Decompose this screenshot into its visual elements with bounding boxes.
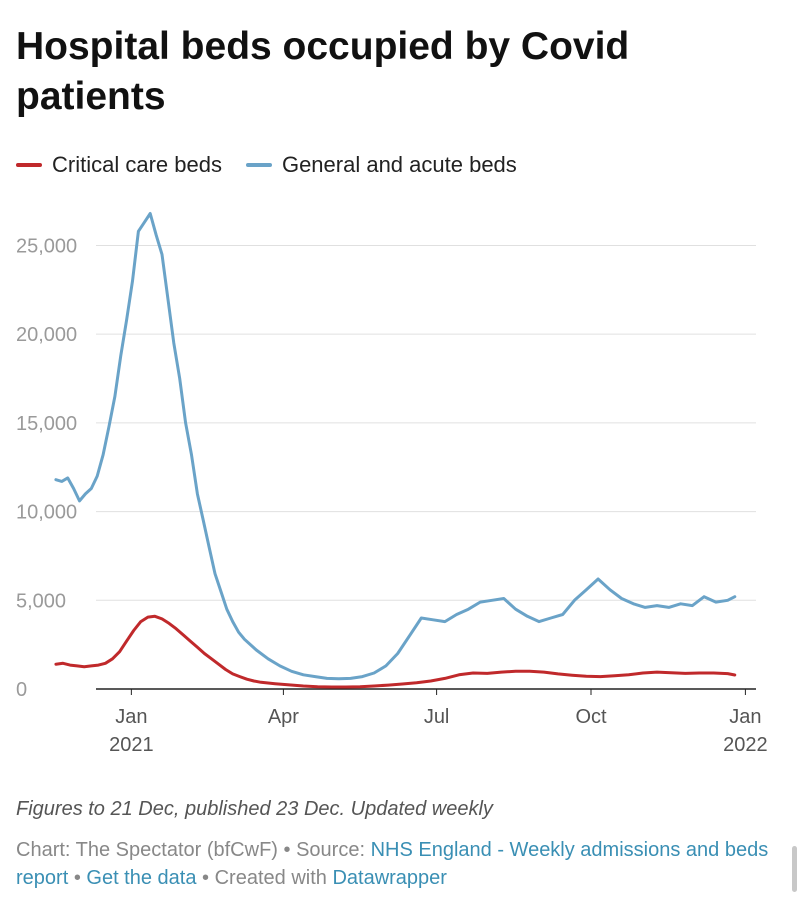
- x-tick-label: Jan: [115, 706, 147, 728]
- get-data-link[interactable]: Get the data: [86, 867, 197, 889]
- x-tick-year-label: 2021: [109, 734, 154, 756]
- legend-item-general-acute[interactable]: General and acute beds: [245, 152, 517, 178]
- x-tick-label: Jul: [424, 706, 450, 728]
- x-tick-year-label: 2022: [723, 734, 768, 756]
- legend-swatch-critical-care: [16, 163, 42, 167]
- datawrapper-link[interactable]: Datawrapper: [332, 867, 447, 889]
- y-tick-label: 10,000: [16, 502, 77, 524]
- chart-legend: Critical care beds General and acute bed…: [16, 150, 541, 180]
- legend-label-critical-care: Critical care beds: [52, 152, 222, 177]
- y-tick-label: 5,000: [16, 590, 66, 612]
- series-line-general-acute: [54, 212, 737, 681]
- y-tick-label: 15,000: [16, 413, 77, 435]
- credit-source-label: Source:: [296, 839, 366, 861]
- source-link[interactable]: NHS England - Weekly admissions and beds…: [16, 839, 769, 889]
- page-title: Hospital beds occupied by Covid patients: [16, 25, 630, 118]
- y-axis-ticks: 0 5,000 10,000 15,000 20,000 25,000: [16, 235, 77, 701]
- legend-item-critical-care[interactable]: Critical care beds: [16, 152, 222, 178]
- y-tick-label: 25,000: [16, 235, 77, 257]
- page-scrollbar[interactable]: [792, 846, 797, 892]
- gridlines: [96, 244, 756, 690]
- x-tick-label: Oct: [575, 706, 607, 728]
- credit-separator: •: [283, 839, 291, 861]
- x-axis-ticks: Jan 2021 Apr Jul Oct Jan 2022: [109, 689, 768, 756]
- series-line-critical-care: [54, 614, 737, 689]
- y-tick-label: 20,000: [16, 324, 77, 346]
- chart-notes: Figures to 21 Dec, published 23 Dec. Upd…: [16, 798, 493, 820]
- series-lines: [54, 212, 737, 689]
- x-tick-label: Jan: [729, 706, 761, 728]
- legend-swatch-general-acute: [245, 163, 272, 167]
- x-tick-label: Apr: [268, 706, 299, 728]
- credit-chart: Chart: The Spectator (bfCwF): [16, 839, 278, 861]
- y-tick-label: 0: [16, 679, 27, 701]
- legend-label-general-acute: General and acute beds: [281, 152, 517, 177]
- credit-separator: •: [73, 867, 81, 889]
- chart-credits: Chart: The Spectator (bfCwF) • Source: N…: [16, 836, 776, 892]
- credit-created-label: Created with: [214, 867, 327, 889]
- line-chart[interactable]: 0 5,000 10,000 15,000 20,000 25,000 Jan 2021 Ap…: [0, 190, 800, 770]
- credit-separator: •: [202, 867, 210, 889]
